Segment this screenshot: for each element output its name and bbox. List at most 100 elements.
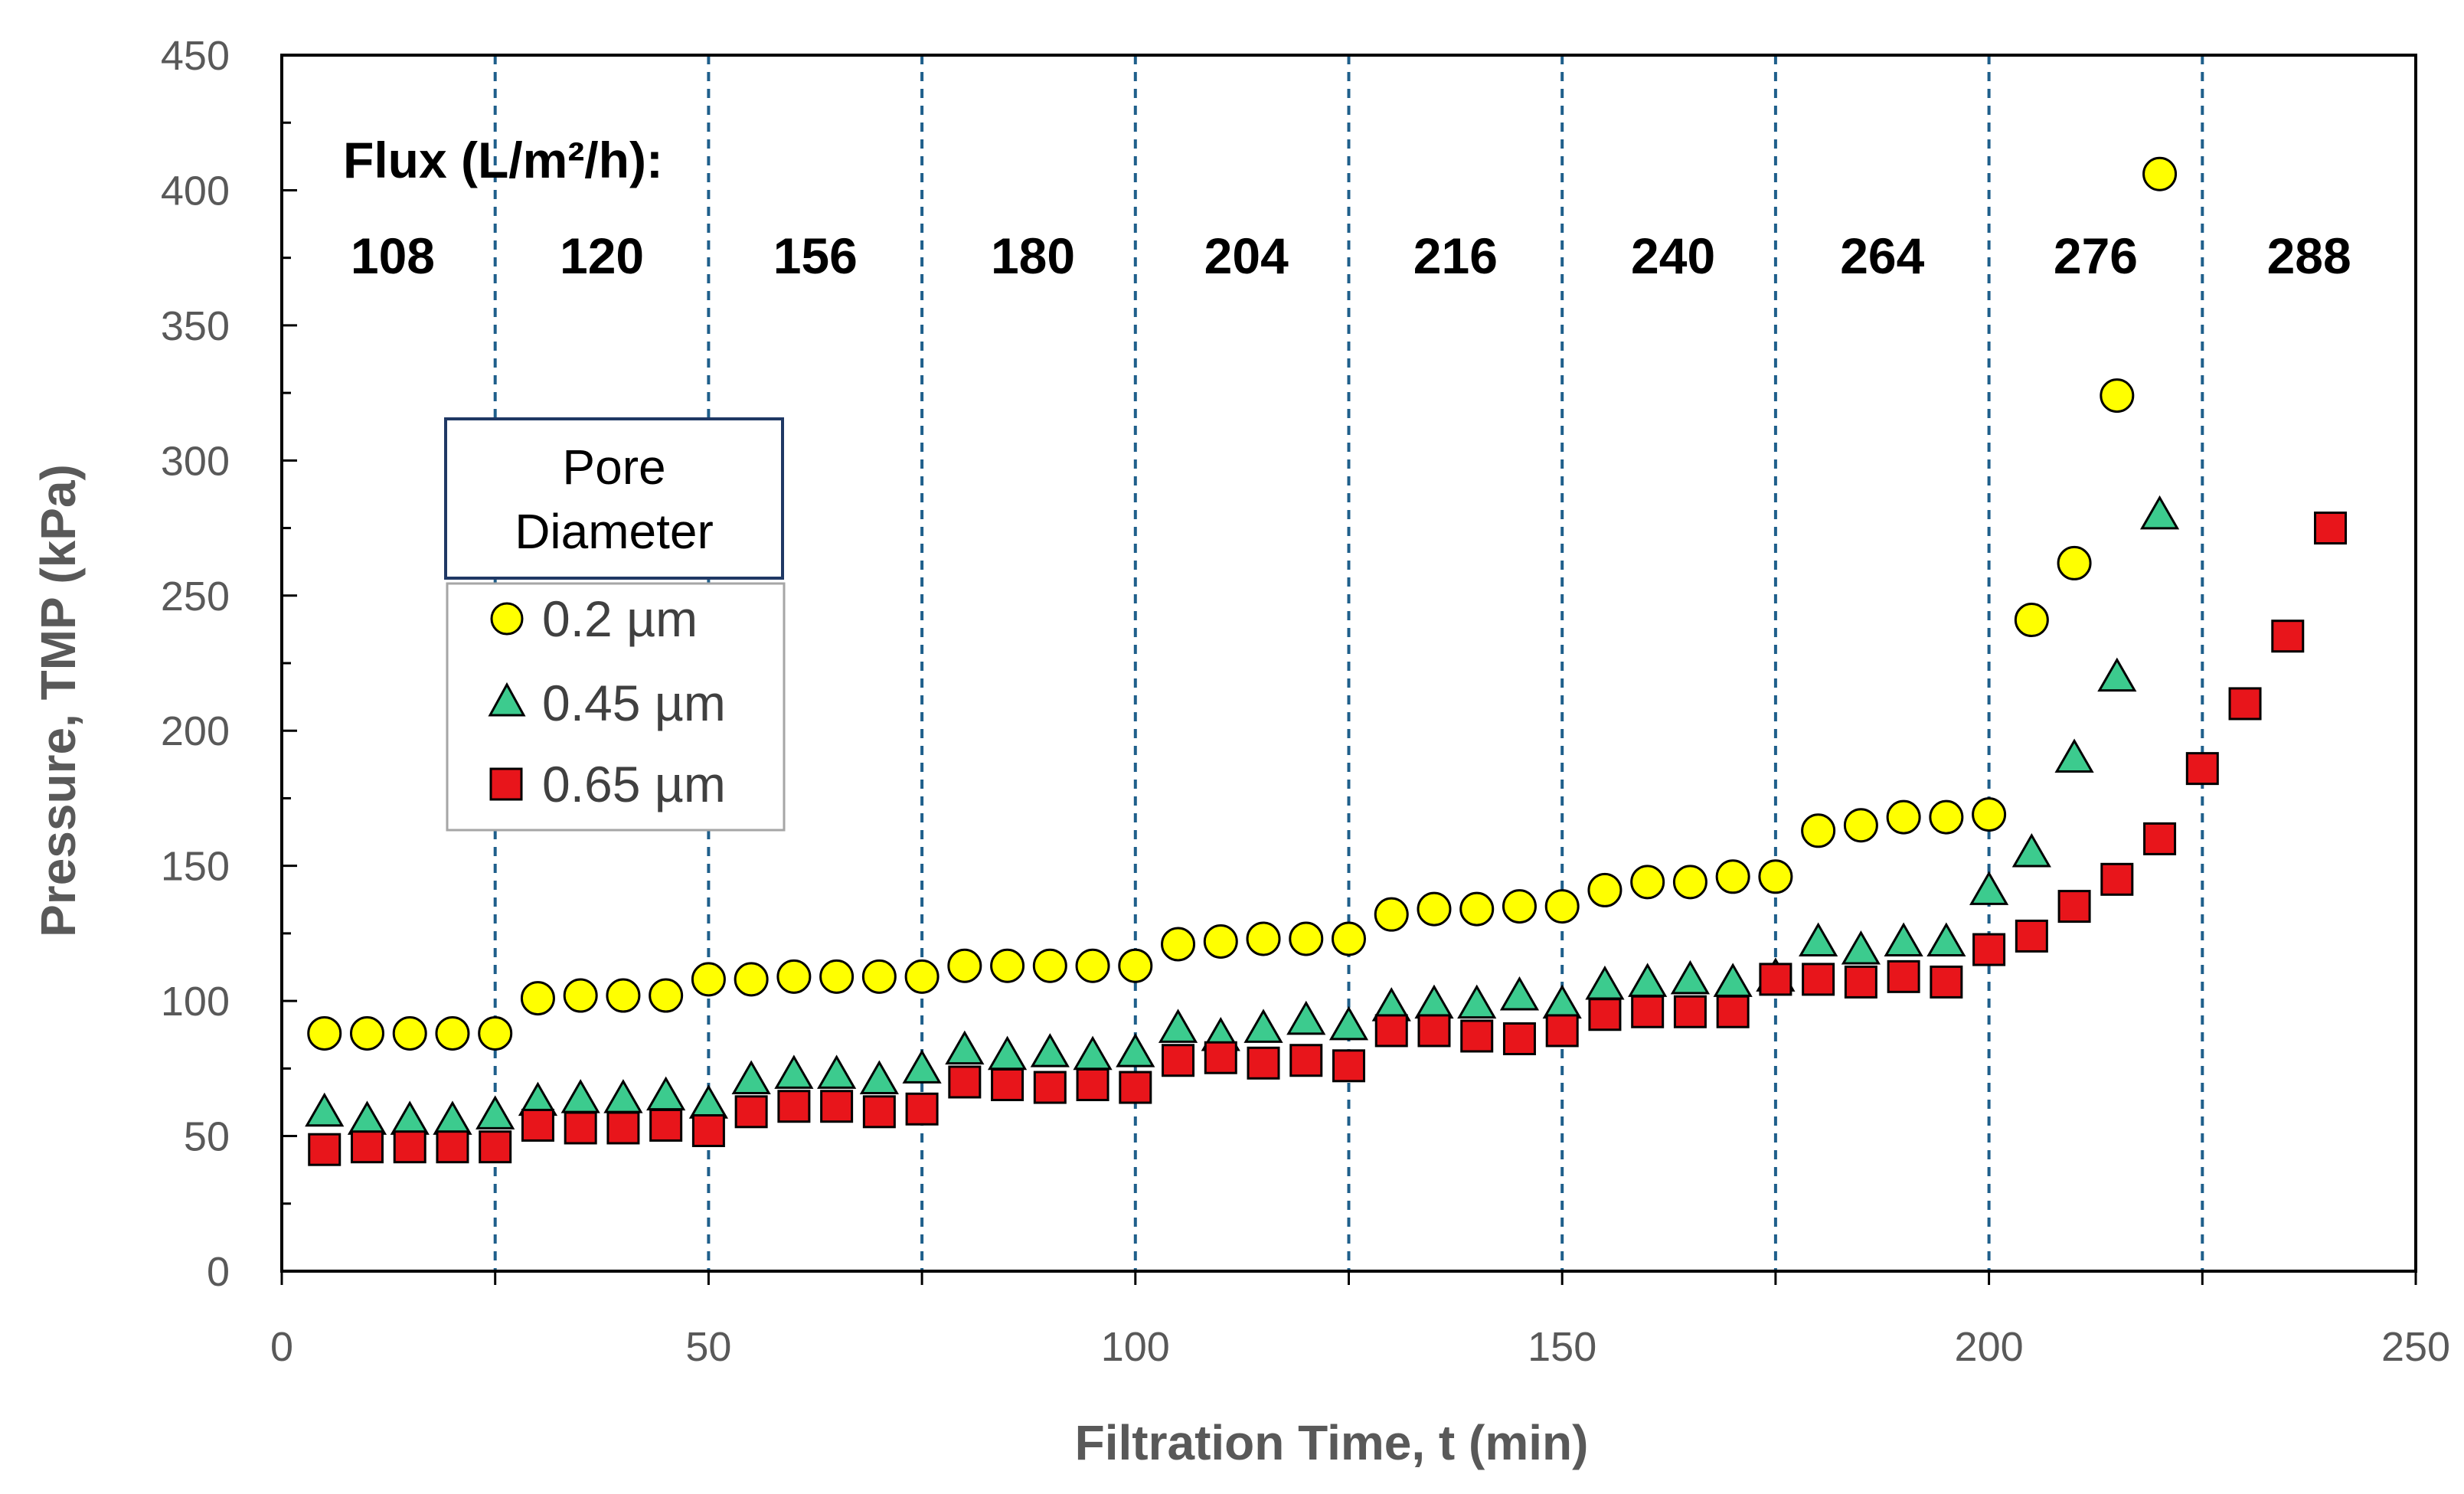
data-point-circle [349, 1015, 384, 1051]
data-point-square [479, 1130, 512, 1164]
data-point-circle [1374, 897, 1409, 932]
data-point-circle [1672, 865, 1707, 900]
data-point-square [649, 1108, 683, 1142]
data-point-circle [1972, 797, 2007, 832]
flux-label: 216 [1413, 227, 1498, 284]
legend-title-line2: Diameter [515, 504, 714, 559]
data-point-square [521, 1108, 554, 1142]
data-point-square [1673, 995, 1707, 1028]
y-tick-label: 450 [161, 33, 230, 79]
data-point-circle [734, 962, 769, 997]
x-tick-label: 200 [1955, 1324, 2024, 1370]
data-point-square [1844, 965, 1877, 999]
data-point-triangle [902, 1049, 942, 1084]
legend-label-0-2: 0.2 µm [542, 590, 698, 647]
series-triangle [305, 495, 2180, 1135]
data-point-square [948, 1065, 982, 1099]
data-point-square [1374, 1014, 1408, 1048]
data-point-triangle [1030, 1033, 1070, 1067]
y-tick-label: 0 [207, 1249, 230, 1295]
data-point-square [1545, 1014, 1579, 1048]
data-point-square [1631, 995, 1665, 1028]
data-point-triangle [2097, 657, 2137, 692]
data-point-circle [1459, 891, 1495, 927]
y-tick-label: 400 [161, 168, 230, 214]
data-point-triangle [1926, 922, 1966, 956]
data-point-circle [1502, 889, 1537, 924]
data-point-circle [691, 962, 726, 997]
x-axis-ticks: 0 50 100 150 200 250 [270, 1271, 2450, 1370]
data-point-triangle [1328, 1005, 1369, 1041]
data-point-square [2185, 752, 2219, 786]
data-point-square [1289, 1044, 1323, 1077]
legend-label-0-65: 0.65 µm [542, 756, 726, 812]
flux-label: 288 [2267, 227, 2351, 284]
data-point-circle [392, 1015, 427, 1051]
data-point-triangle [1457, 984, 1497, 1019]
data-point-square [1332, 1049, 1365, 1083]
data-point-circle [1032, 948, 1067, 983]
data-series [305, 156, 2348, 1166]
data-point-square [1033, 1071, 1067, 1104]
data-point-circle [1886, 799, 1921, 835]
data-point-circle [2057, 545, 2092, 580]
data-point-square [734, 1095, 768, 1129]
data-point-triangle [1969, 871, 2009, 905]
flux-label: 204 [1204, 227, 1289, 284]
data-point-circle [649, 978, 684, 1013]
data-point-square [393, 1130, 426, 1164]
data-point-square [2228, 687, 2262, 721]
x-tick-label: 50 [685, 1324, 731, 1370]
data-point-triangle [1158, 1009, 1198, 1043]
legend-label-0-45: 0.45 µm [542, 675, 726, 731]
flux-label: 276 [2054, 227, 2138, 284]
data-point-circle [563, 978, 598, 1013]
data-point-circle [904, 959, 940, 994]
data-point-square [436, 1130, 469, 1164]
legend-title-line1: Pore [562, 440, 665, 495]
data-point-square [991, 1068, 1024, 1102]
x-tick-label: 150 [1528, 1324, 1596, 1370]
data-point-square [1887, 959, 1920, 993]
data-point-triangle [1884, 922, 1923, 956]
data-point-circle [1929, 799, 1964, 835]
data-point-triangle [774, 1054, 814, 1089]
data-point-circle [606, 978, 641, 1013]
data-point-triangle [1841, 930, 1881, 965]
data-point-triangle [859, 1060, 899, 1094]
series-square [308, 512, 2348, 1166]
data-point-square [1802, 963, 1835, 996]
y-tick-label: 100 [161, 979, 230, 1025]
legend: Pore Diameter 0.2 µm 0.45 µm 0.65 µm [444, 417, 786, 832]
y-tick-label: 350 [161, 303, 230, 349]
data-point-circle [1758, 859, 1793, 894]
legend-marker-circle [490, 602, 524, 636]
data-point-square [1162, 1044, 1195, 1077]
data-point-square [1502, 1022, 1536, 1056]
data-point-circle [307, 1015, 342, 1051]
y-tick-label: 300 [161, 438, 230, 484]
flux-label: 180 [991, 227, 1075, 284]
data-point-circle [1246, 921, 1281, 956]
flux-label: 108 [351, 227, 435, 284]
data-point-circle [1544, 889, 1580, 924]
x-tick-label: 250 [2381, 1324, 2450, 1370]
flux-label: 264 [1840, 227, 1924, 284]
legend-marker-square [489, 767, 523, 801]
data-point-square [1417, 1014, 1451, 1048]
data-point-square [2057, 890, 2091, 924]
data-point-square [820, 1090, 854, 1123]
data-point-triangle [2139, 495, 2180, 530]
data-point-square [1247, 1046, 1280, 1080]
data-point-square [1716, 995, 1750, 1028]
flux-label: 120 [560, 227, 644, 284]
flux-label: 156 [773, 227, 858, 284]
data-point-square [1460, 1019, 1494, 1053]
data-point-square [862, 1095, 896, 1129]
data-point-square [1204, 1041, 1237, 1074]
x-axis-title: Filtration Time, t (min) [1075, 1415, 1589, 1470]
data-point-square [2015, 919, 2048, 953]
data-point-circle [1843, 808, 1878, 843]
